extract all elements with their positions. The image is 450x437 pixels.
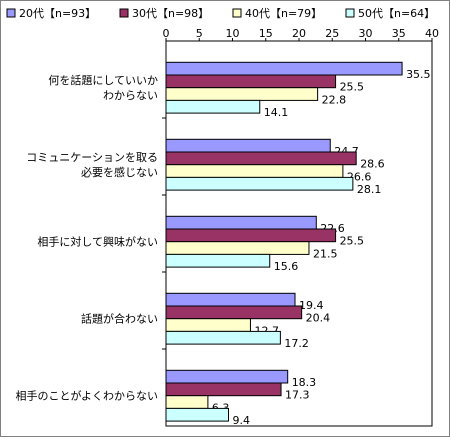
bar bbox=[165, 382, 282, 397]
bar bbox=[165, 74, 337, 89]
legend-swatch bbox=[119, 8, 129, 18]
bar bbox=[165, 369, 289, 384]
legend-swatch bbox=[232, 8, 242, 18]
bar bbox=[165, 395, 209, 409]
category-label: 相手に対して興味がない bbox=[37, 235, 158, 249]
legend-label: 50代【n=64】 bbox=[358, 7, 435, 20]
bar bbox=[165, 292, 296, 307]
x-tick-label: 5 bbox=[196, 27, 203, 40]
bar bbox=[165, 138, 331, 153]
bar bbox=[165, 253, 271, 268]
bar bbox=[165, 228, 337, 243]
x-tick-label: 25 bbox=[325, 27, 339, 40]
bar bbox=[165, 61, 403, 76]
bar bbox=[165, 176, 354, 191]
x-tick-label: 30 bbox=[359, 27, 373, 40]
x-tick-label: 35 bbox=[392, 27, 406, 40]
data-label: 20.4 bbox=[306, 312, 331, 325]
data-label: 14.1 bbox=[264, 106, 289, 119]
data-label: 17.3 bbox=[285, 389, 310, 402]
x-tick-label: 15 bbox=[259, 27, 273, 40]
legend-label: 40代【n=79】 bbox=[245, 7, 322, 20]
data-label: 25.5 bbox=[340, 235, 365, 248]
x-tick-label: 0 bbox=[163, 27, 170, 40]
legend-label: 20代【n=93】 bbox=[19, 7, 96, 20]
data-label: 35.5 bbox=[406, 68, 431, 81]
data-label: 28.6 bbox=[360, 158, 385, 171]
bar bbox=[165, 87, 319, 101]
x-tick-label: 10 bbox=[226, 27, 240, 40]
bar bbox=[165, 330, 281, 345]
category-label: 何を話題にしていいかわからない bbox=[48, 73, 158, 102]
bar bbox=[165, 99, 261, 114]
legend-swatch bbox=[6, 8, 16, 18]
data-label: 15.6 bbox=[274, 260, 299, 273]
data-label: 18.3 bbox=[292, 376, 317, 389]
x-tick-label: 20 bbox=[292, 27, 306, 40]
legend-swatch bbox=[345, 8, 355, 18]
data-label: 19.4 bbox=[299, 299, 324, 312]
bar bbox=[165, 318, 251, 332]
bar bbox=[165, 151, 357, 166]
data-label: 25.5 bbox=[340, 81, 365, 94]
data-label: 28.1 bbox=[357, 183, 382, 196]
category-label: コミュニケーションを取る必要を感じない bbox=[26, 151, 158, 179]
data-label: 22.8 bbox=[322, 93, 347, 106]
bar bbox=[165, 164, 344, 178]
bar bbox=[165, 305, 303, 320]
data-label: 17.2 bbox=[284, 337, 309, 350]
data-label: 21.5 bbox=[313, 247, 338, 260]
bar bbox=[165, 407, 230, 422]
bar bbox=[165, 241, 310, 255]
legend-label: 30代【n=98】 bbox=[132, 7, 209, 20]
bar bbox=[165, 215, 317, 230]
x-tick-label: 40 bbox=[425, 27, 439, 40]
data-label: 9.4 bbox=[233, 414, 251, 427]
category-label: 話題が合わない bbox=[81, 312, 158, 326]
category-label: 相手のことがよくわからない bbox=[16, 389, 158, 403]
